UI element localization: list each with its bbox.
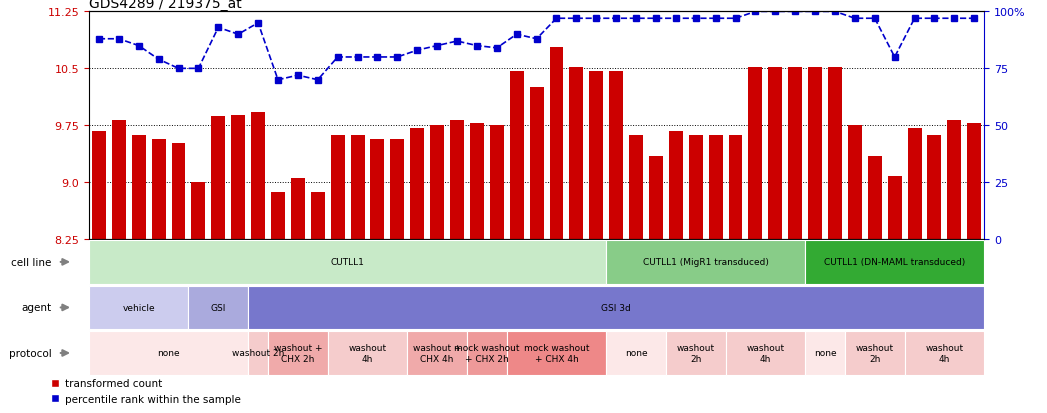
Text: none: none <box>157 349 180 358</box>
Text: none: none <box>814 349 837 358</box>
Bar <box>689 136 703 240</box>
Bar <box>967 124 981 240</box>
Bar <box>92 131 106 240</box>
Text: CUTLL1 (DN-MAML transduced): CUTLL1 (DN-MAML transduced) <box>824 258 965 267</box>
Bar <box>450 121 464 240</box>
Bar <box>112 121 126 240</box>
Bar <box>845 331 905 375</box>
Bar <box>726 331 805 375</box>
Bar <box>430 126 444 240</box>
Bar <box>510 71 524 240</box>
Bar <box>928 136 941 240</box>
Bar <box>768 68 782 240</box>
Bar <box>351 136 364 240</box>
Bar <box>905 331 984 375</box>
Bar <box>888 177 901 240</box>
Bar <box>606 240 805 284</box>
Text: washout 2h: washout 2h <box>231 349 285 358</box>
Bar <box>89 240 606 284</box>
Bar <box>788 68 802 240</box>
Bar <box>328 331 407 375</box>
Text: GSI: GSI <box>210 303 226 312</box>
Bar <box>248 286 984 330</box>
Legend: transformed count, percentile rank within the sample: transformed count, percentile rank withi… <box>47 374 245 408</box>
Text: agent: agent <box>22 303 51 313</box>
Bar <box>709 136 722 240</box>
Bar <box>89 286 188 330</box>
Bar <box>192 183 205 240</box>
Bar <box>649 156 663 240</box>
Bar <box>490 126 504 240</box>
Text: GDS4289 / 219375_at: GDS4289 / 219375_at <box>89 0 242 12</box>
Bar <box>231 116 245 240</box>
Bar <box>152 140 165 240</box>
Bar <box>666 331 726 375</box>
Bar <box>132 136 146 240</box>
Text: mock washout
+ CHX 2h: mock washout + CHX 2h <box>454 344 519 363</box>
Bar <box>467 331 507 375</box>
Bar <box>470 124 484 240</box>
Bar <box>331 136 344 240</box>
Bar <box>410 128 424 240</box>
Bar <box>530 88 543 240</box>
Bar <box>868 156 882 240</box>
Bar <box>248 331 268 375</box>
Bar <box>407 331 467 375</box>
Bar <box>948 121 961 240</box>
Text: CUTLL1 (MigR1 transduced): CUTLL1 (MigR1 transduced) <box>643 258 768 267</box>
Bar <box>391 140 404 240</box>
Text: CUTLL1: CUTLL1 <box>331 258 364 267</box>
Text: washout
4h: washout 4h <box>349 344 386 363</box>
Text: washout
2h: washout 2h <box>676 344 715 363</box>
Bar <box>550 48 563 240</box>
Bar <box>729 136 742 240</box>
Text: washout +
CHX 2h: washout + CHX 2h <box>273 344 322 363</box>
Bar <box>291 179 305 240</box>
Text: protocol: protocol <box>8 348 51 358</box>
Bar <box>808 68 822 240</box>
Bar <box>669 132 683 240</box>
Text: none: none <box>625 349 647 358</box>
Bar <box>609 71 623 240</box>
Text: washout
2h: washout 2h <box>855 344 894 363</box>
Text: washout +
CHX 4h: washout + CHX 4h <box>413 344 462 363</box>
Text: GSI 3d: GSI 3d <box>601 303 631 312</box>
Bar <box>271 192 285 240</box>
Bar <box>805 240 984 284</box>
Bar <box>188 286 248 330</box>
Text: washout
4h: washout 4h <box>747 344 784 363</box>
Bar <box>629 136 643 240</box>
Bar <box>589 71 603 240</box>
Bar <box>268 331 328 375</box>
Bar <box>848 126 862 240</box>
Text: mock washout
+ CHX 4h: mock washout + CHX 4h <box>524 344 589 363</box>
Bar <box>211 117 225 240</box>
Bar <box>251 113 265 240</box>
Bar <box>606 331 666 375</box>
Text: vehicle: vehicle <box>122 303 155 312</box>
Bar <box>570 68 583 240</box>
Text: cell line: cell line <box>12 257 51 267</box>
Bar <box>371 140 384 240</box>
Bar <box>908 128 921 240</box>
Bar <box>311 192 325 240</box>
Bar <box>172 143 185 240</box>
Text: washout
4h: washout 4h <box>926 344 963 363</box>
Bar <box>805 331 845 375</box>
Bar <box>749 68 762 240</box>
Bar <box>828 68 842 240</box>
Bar <box>89 331 248 375</box>
Bar <box>507 331 606 375</box>
